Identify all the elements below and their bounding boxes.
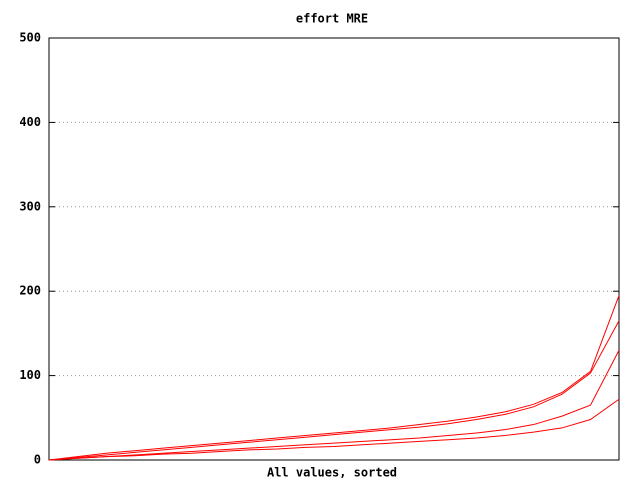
y-tick-label: 500 — [19, 31, 41, 45]
y-tick-label: 400 — [19, 115, 41, 129]
series-line — [48, 398, 620, 461]
y-tick-label: 200 — [19, 284, 41, 298]
y-tick-label: 0 — [34, 453, 41, 467]
series-line — [48, 320, 620, 461]
plot-frame — [48, 37, 620, 461]
y-tick-label: 100 — [19, 368, 41, 382]
x-axis-label: All values, sorted — [267, 466, 397, 480]
series-line — [48, 350, 620, 461]
y-tick-label: 300 — [19, 199, 41, 213]
chart-title: effort MRE — [296, 12, 368, 26]
series-line — [48, 295, 620, 461]
